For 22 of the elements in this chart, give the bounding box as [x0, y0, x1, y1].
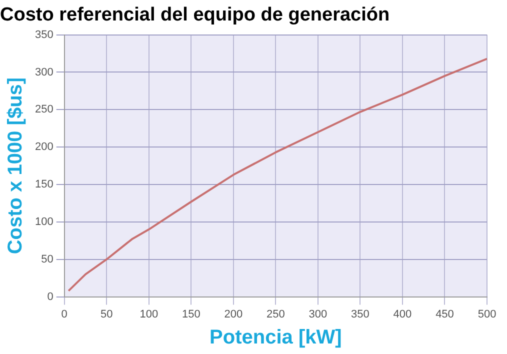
x-tick-label: 350 [351, 308, 370, 320]
x-tick-label: 200 [224, 308, 243, 320]
x-tick-label: 100 [140, 308, 158, 320]
chart-title: Costo referencial del equipo de generación [0, 4, 390, 26]
y-tick-label: 300 [34, 66, 54, 78]
x-tick-label: 0 [61, 308, 68, 320]
y-tick-label: 250 [34, 104, 54, 116]
x-tick-label: 450 [436, 308, 454, 320]
y-tick-label: 350 [34, 28, 54, 41]
x-tick-label: 150 [182, 308, 200, 320]
x-tick-label: 50 [100, 308, 113, 320]
x-tick-label: 300 [308, 308, 328, 320]
x-tick-label: 400 [393, 308, 412, 320]
x-tick-label: 250 [266, 308, 285, 320]
y-axis-title: Costo x 1000 [$us] [4, 77, 27, 254]
x-axis-title: Potencia [kW] [210, 326, 342, 349]
y-tick-label: 100 [34, 216, 54, 228]
x-tick-label: 500 [478, 308, 496, 320]
y-tick-label: 0 [47, 290, 54, 303]
y-tick-label: 200 [34, 141, 54, 154]
y-tick-label: 50 [41, 253, 54, 266]
y-tick-label: 150 [34, 178, 54, 191]
